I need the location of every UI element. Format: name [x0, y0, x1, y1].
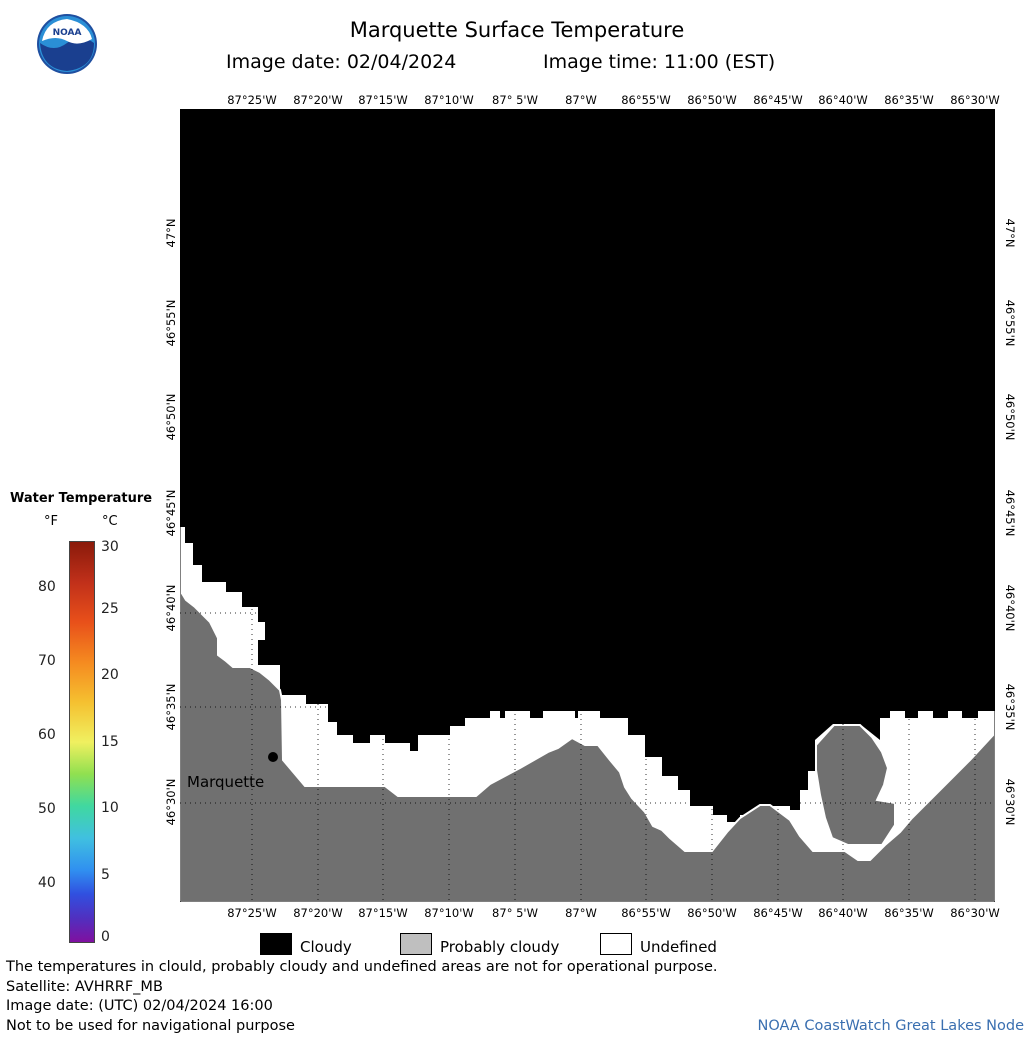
- scale-label-f: 40: [38, 875, 56, 891]
- undefined-swatch: [600, 933, 632, 955]
- undefined-key-label: Undefined: [640, 938, 717, 956]
- scale-label-c: 0: [101, 929, 110, 945]
- unit-celsius: °C: [102, 514, 118, 529]
- map-panel: [180, 109, 995, 902]
- scale-label-f: 80: [38, 579, 56, 595]
- lon-label: 87°15'W: [358, 906, 408, 920]
- lon-label: 87°10'W: [424, 906, 474, 920]
- lat-label: 46°30'N: [164, 778, 178, 826]
- logo-text: NOAA: [53, 28, 82, 38]
- lon-label: 87°15'W: [358, 93, 408, 107]
- lon-label: 86°35'W: [884, 93, 934, 107]
- scale-label-f: 50: [38, 801, 56, 817]
- lon-label: 86°40'W: [818, 906, 868, 920]
- lon-label: 87°20'W: [293, 93, 343, 107]
- lon-label: 86°40'W: [818, 93, 868, 107]
- lon-label: 86°45'W: [753, 93, 803, 107]
- noaa-logo-icon: NOAA: [37, 14, 97, 74]
- lon-label: 86°30'W: [950, 93, 1000, 107]
- scale-label-c: 30: [101, 539, 119, 555]
- cloudy-key-label: Cloudy: [300, 938, 352, 956]
- image-time: Image time: 11:00 (EST): [543, 51, 776, 73]
- footer-navigation: Not to be used for navigational purpose: [6, 1018, 295, 1034]
- marquette-label: Marquette: [187, 773, 265, 791]
- image-date: Image date: 02/04/2024: [226, 51, 457, 73]
- footer-note: The temperatures in clould, probably clo…: [6, 959, 718, 975]
- lat-label: 46°55'N: [1003, 299, 1017, 347]
- footer-utc-date: Image date: (UTC) 02/04/2024 16:00: [6, 998, 273, 1014]
- scale-label-f: 60: [38, 727, 56, 743]
- lat-label: 46°55'N: [164, 299, 178, 347]
- probably-cloudy-swatch: [400, 933, 432, 955]
- lat-label: 46°40'N: [1003, 584, 1017, 632]
- lat-label: 46°30'N: [1003, 778, 1017, 826]
- lon-label: 86°30'W: [950, 906, 1000, 920]
- graticule: [180, 109, 995, 902]
- lon-label: 86°50'W: [687, 906, 737, 920]
- page-title: Marquette Surface Temperature: [349, 18, 685, 42]
- footer-satellite: Satellite: AVHRRF_MB: [6, 979, 163, 995]
- scale-label-c: 20: [101, 667, 119, 683]
- lat-label: 46°50'N: [164, 393, 178, 441]
- lon-label: 87°W: [565, 906, 597, 920]
- scale-label-c: 15: [101, 734, 119, 750]
- lat-label: 46°50'N: [1003, 393, 1017, 441]
- lon-label: 86°55'W: [621, 93, 671, 107]
- lat-label: 46°35'N: [164, 683, 178, 731]
- scale-label-c: 10: [101, 800, 119, 816]
- probably-cloudy-area: [180, 588, 995, 902]
- unit-fahrenheit: °F: [44, 514, 58, 529]
- marquette-marker-icon: [268, 752, 278, 762]
- probably-cloudy-key-label: Probably cloudy: [440, 938, 560, 956]
- cloudy-swatch: [260, 933, 292, 955]
- legend-title: Water Temperature: [10, 491, 153, 506]
- lat-label: 47°N: [164, 218, 178, 248]
- scale-label-f: 70: [38, 653, 56, 669]
- lon-label: 87°25'W: [227, 93, 277, 107]
- color-scale-bar: [69, 541, 95, 943]
- lon-label: 87°25'W: [227, 906, 277, 920]
- lon-label: 87°20'W: [293, 906, 343, 920]
- lat-label: 46°45'N: [164, 489, 178, 537]
- scale-label-c: 25: [101, 601, 119, 617]
- scale-label-c: 5: [101, 867, 110, 883]
- lon-label: 86°50'W: [687, 93, 737, 107]
- lat-label: 46°40'N: [164, 584, 178, 632]
- lon-label: 86°35'W: [884, 906, 934, 920]
- lon-label: 86°45'W: [753, 906, 803, 920]
- footer-credit: NOAA CoastWatch Great Lakes Node: [757, 1018, 1024, 1034]
- lat-label: 46°45'N: [1003, 489, 1017, 537]
- lon-label: 87° 5'W: [492, 93, 538, 107]
- lon-label: 87°10'W: [424, 93, 474, 107]
- lat-label: 46°35'N: [1003, 683, 1017, 731]
- lon-label: 86°55'W: [621, 906, 671, 920]
- lon-label: 87°W: [565, 93, 597, 107]
- lat-label: 47°N: [1003, 218, 1017, 248]
- lon-label: 87° 5'W: [492, 906, 538, 920]
